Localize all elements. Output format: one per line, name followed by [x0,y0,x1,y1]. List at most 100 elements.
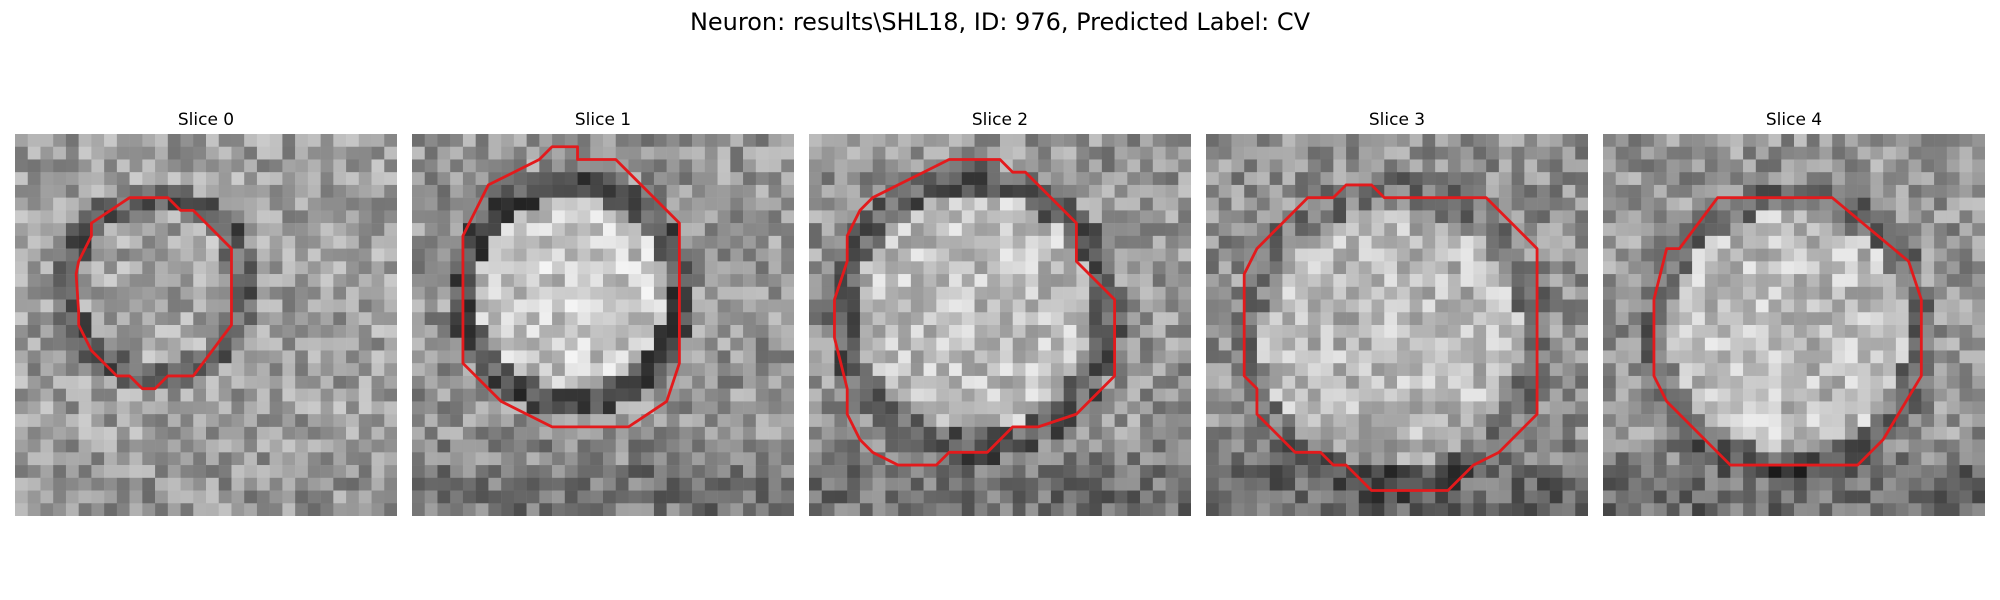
pixel [358,134,372,147]
pixel [1089,465,1103,479]
pixel [1397,375,1410,389]
pixel [1575,146,1588,160]
pixel [269,172,283,186]
pixel [412,274,425,288]
pixel [1781,388,1795,402]
pixel [1295,465,1309,479]
pixel [371,159,385,173]
pixel [1972,363,1985,377]
pixel [564,235,578,249]
pixel [1768,248,1782,262]
pixel [539,223,553,237]
pixel [666,350,680,364]
pixel [834,490,848,504]
pixel [1806,375,1820,389]
pixel [65,325,79,338]
pixel [1857,197,1871,211]
pixel [1114,414,1128,428]
pixel [116,363,130,377]
pixel [412,375,425,389]
pixel [666,197,680,211]
pixel [961,197,975,211]
pixel [781,210,794,224]
pixel [1794,184,1807,198]
pixel [1972,350,1985,364]
pixel [1358,452,1372,466]
pixel [1165,134,1179,147]
pixel [1063,299,1077,313]
pixel [1562,134,1576,147]
pixel [1781,312,1795,326]
pixel [781,337,794,351]
pixel [936,350,950,364]
pixel [218,274,232,288]
pixel [1743,261,1757,275]
pixel [1615,477,1629,491]
pixel [1934,146,1948,160]
pixel [1641,465,1655,479]
pixel [1498,337,1512,351]
pixel [116,134,130,147]
pixel [1692,274,1706,288]
pixel [717,503,731,516]
pixel [1282,235,1296,249]
pixel [450,503,464,516]
pixel [155,350,169,364]
pixel [809,350,822,364]
pixel [412,261,425,275]
pixel [424,439,438,453]
pixel [1295,490,1309,504]
pixel [590,426,604,440]
pixel [78,197,92,211]
pixel [475,134,489,147]
pixel [847,477,861,491]
pixel [15,312,28,326]
pixel [1486,426,1500,440]
pixel [1038,159,1052,173]
pixel [129,312,143,326]
pixel [1063,401,1077,415]
pixel [590,312,604,326]
pixel [1883,210,1897,224]
pixel [809,172,822,186]
pixel [116,426,130,440]
pixel [501,465,515,479]
pixel [768,261,782,275]
pixel [231,274,245,288]
pixel [1704,248,1718,262]
pixel [1781,134,1795,147]
pixel [936,426,950,440]
pixel [1127,490,1141,504]
pixel [1076,146,1090,160]
pixel [1628,388,1642,402]
pixel [1218,388,1232,402]
pixel [384,350,397,364]
pixel [65,465,79,479]
pixel [1806,350,1820,364]
pixel [1371,375,1385,389]
pixel [295,325,309,338]
pixel [730,350,744,364]
pixel [269,197,283,211]
pixel [1934,159,1948,173]
pixel [730,159,744,173]
pixel [116,452,130,466]
pixel [666,325,680,338]
pixel [974,248,988,262]
pixel [1269,465,1283,479]
pixel [1165,210,1179,224]
pixel [653,223,667,237]
pixel [847,159,861,173]
pixel [552,146,566,160]
pixel [1282,184,1296,198]
pixel [898,363,912,377]
pixel [27,146,41,160]
pixel [1269,210,1283,224]
pixel [1076,503,1090,516]
pixel [307,490,321,504]
pixel [1320,465,1334,479]
pixel [1152,414,1166,428]
pixel [218,134,232,147]
pixel [437,248,451,262]
pixel [244,274,258,288]
